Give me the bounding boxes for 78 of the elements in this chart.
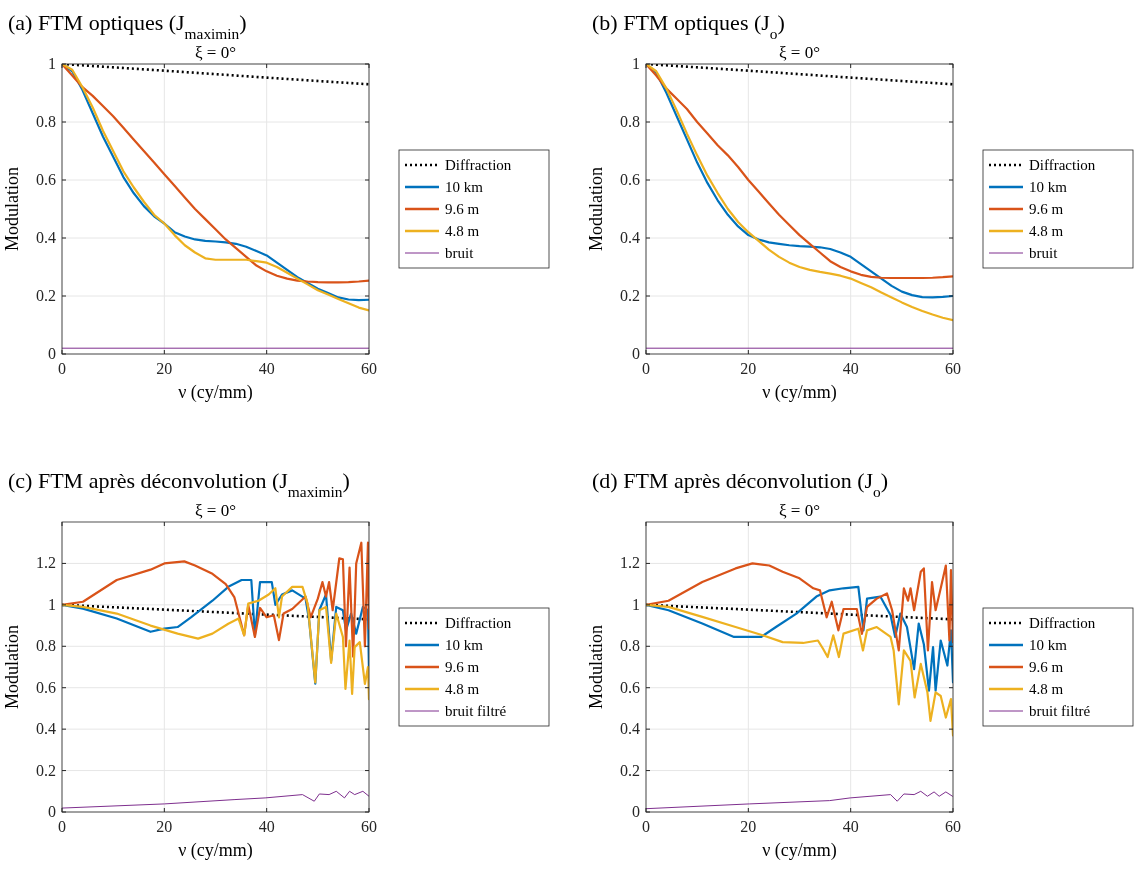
line-series — [646, 562, 953, 652]
x-tick-label: 40 — [258, 818, 275, 835]
y-tick-label: 0.2 — [36, 287, 56, 304]
y-tick-label: 1.2 — [620, 554, 640, 572]
y-axis-title: Modulation — [586, 625, 606, 709]
legend-label: 9.6 m — [1029, 659, 1064, 675]
y-tick-label: 0.8 — [36, 637, 56, 655]
legend-label: bruit filtré — [445, 703, 507, 719]
y-tick-label: 0.8 — [36, 113, 56, 130]
y-tick-label: 0.8 — [620, 637, 640, 655]
legend-label: bruit — [445, 245, 475, 261]
legend-label: 10 km — [1029, 179, 1068, 195]
legend-label: Diffraction — [1029, 615, 1096, 631]
x-tick-label: 40 — [258, 360, 275, 377]
chart-title: (c) FTM après déconvolution (J$_{maximin}$) — [8, 468, 350, 500]
line-series — [62, 541, 369, 658]
legend-label: 4.8 m — [445, 681, 480, 697]
legend-label: 9.6 m — [445, 201, 480, 217]
x-tick-label: 20 — [740, 360, 757, 377]
line-series — [646, 585, 953, 692]
legend-label: bruit filtré — [1029, 703, 1091, 719]
y-tick-label: 0.6 — [36, 171, 56, 188]
x-tick-label: 40 — [842, 818, 859, 835]
x-tick-label: 40 — [842, 360, 859, 377]
x-axis-title: ν (cy/mm) — [762, 840, 837, 861]
y-tick-label: 0.4 — [36, 229, 56, 246]
legend-label: 4.8 m — [445, 223, 480, 239]
y-axis-title: Modulation — [2, 167, 22, 251]
x-tick-label: 60 — [361, 360, 377, 377]
line-series — [62, 790, 369, 809]
y-tick-label: 0.4 — [620, 720, 640, 738]
x-tick-label: 20 — [156, 818, 173, 835]
y-axis-title: Modulation — [2, 625, 22, 709]
y-tick-label: 0.4 — [620, 229, 640, 246]
y-tick-label: 0.2 — [620, 761, 640, 779]
legend-label: Diffraction — [1029, 157, 1096, 173]
y-tick-label: 0 — [48, 803, 56, 820]
y-tick-label: 0.6 — [620, 678, 640, 696]
x-axis-title: ν (cy/mm) — [178, 382, 253, 403]
y-tick-label: 0.4 — [36, 720, 56, 738]
x-axis-title: ν (cy/mm) — [178, 840, 253, 861]
chart-title: (d) FTM après déconvolution (J$_{o}$) — [592, 468, 889, 500]
chart-subtitle: ξ = 0° — [779, 501, 820, 520]
legend-label: 10 km — [445, 637, 484, 653]
y-tick-label: 0.2 — [620, 287, 640, 304]
chart-subtitle: ξ = 0° — [195, 501, 236, 520]
legend-label: 9.6 m — [1029, 201, 1064, 217]
x-tick-label: 60 — [945, 360, 961, 377]
chart-title: (b) FTM optiques (J$_{o}$) — [592, 10, 785, 42]
y-tick-label: 1 — [632, 55, 640, 72]
legend-label: Diffraction — [445, 615, 512, 631]
legend-label: 4.8 m — [1029, 223, 1064, 239]
y-tick-label: 0.8 — [620, 113, 640, 130]
y-tick-label: 1 — [48, 55, 56, 72]
y-tick-label: 1.2 — [36, 554, 56, 572]
legend-label: 10 km — [1029, 637, 1068, 653]
chart-title: (a) FTM optiques (J$_{maximin}$) — [8, 10, 247, 42]
x-axis-title: ν (cy/mm) — [762, 382, 837, 403]
chart-subtitle: ξ = 0° — [779, 43, 820, 62]
y-tick-label: 0.6 — [36, 678, 56, 696]
y-tick-label: 1 — [632, 595, 640, 613]
x-tick-label: 20 — [156, 360, 173, 377]
legend-label: 4.8 m — [1029, 681, 1064, 697]
chart-subtitle: ξ = 0° — [195, 43, 236, 62]
y-tick-label: 0 — [632, 345, 640, 362]
x-tick-label: 60 — [945, 818, 961, 835]
y-tick-label: 0 — [632, 803, 640, 820]
legend-label: 9.6 m — [445, 659, 480, 675]
y-tick-label: 0.6 — [620, 171, 640, 188]
legend-label: Diffraction — [445, 157, 512, 173]
x-tick-label: 20 — [740, 818, 757, 835]
y-tick-label: 0.2 — [36, 761, 56, 779]
y-tick-label: 0 — [48, 345, 56, 362]
x-tick-label: 60 — [361, 818, 377, 835]
legend-label: 10 km — [445, 179, 484, 195]
y-axis-title: Modulation — [586, 167, 606, 251]
legend-label: bruit — [1029, 245, 1059, 261]
y-tick-label: 1 — [48, 595, 56, 613]
